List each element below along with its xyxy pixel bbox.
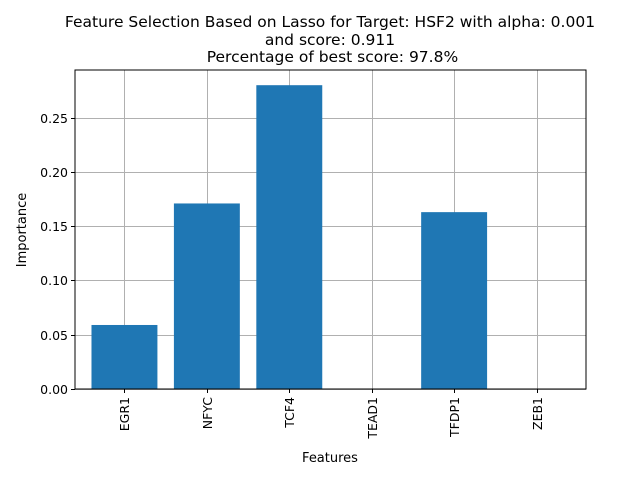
x-tick-label: TEAD1 (365, 397, 380, 440)
y-axis-ticks: 0.00 0.05 0.10 0.15 0.20 0.25 (40, 111, 75, 397)
y-axis-label: Importance (15, 193, 30, 268)
x-tick-label: TFDP1 (447, 397, 462, 438)
chart-title: Feature Selection Based on Lasso for Tar… (65, 13, 595, 66)
y-tick-label: 0.05 (40, 328, 68, 343)
grid (75, 70, 586, 390)
x-tick-label: ZEB1 (530, 397, 545, 430)
x-axis-ticks: EGR1 NFYC TCF4 TEAD1 TFDP1 ZEB1 (117, 389, 545, 440)
title-line-3: Percentage of best score: 97.8% (202, 48, 458, 66)
x-axis-label: Features (302, 451, 358, 466)
bar-nfyc (173, 203, 240, 389)
title-line-1: Feature Selection Based on Lasso for Tar… (65, 13, 595, 31)
title-line-2: and score: 0.911 (265, 31, 395, 49)
bar-tfdp1 (421, 212, 488, 389)
y-tick-label: 0.10 (40, 273, 68, 288)
bars (91, 85, 488, 389)
x-tick-label: NFYC (200, 397, 215, 429)
bar-tcf4 (256, 85, 323, 389)
y-tick-label: 0.00 (40, 382, 68, 397)
x-tick-label: TCF4 (282, 397, 297, 429)
y-tick-label: 0.15 (40, 219, 68, 234)
x-tick-label: EGR1 (117, 397, 132, 431)
plot-frame (74, 69, 587, 390)
bar-egr1 (91, 324, 158, 389)
y-tick-label: 0.20 (40, 165, 68, 180)
y-tick-label: 0.25 (40, 111, 68, 126)
